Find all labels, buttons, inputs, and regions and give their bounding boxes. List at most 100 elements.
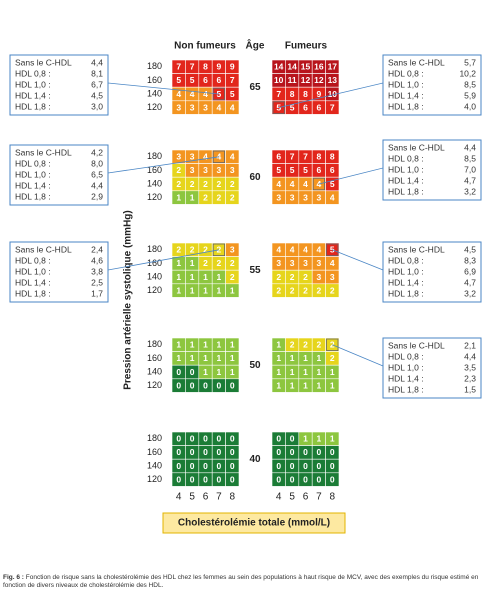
risk-value: 2 (176, 179, 181, 189)
risk-value: 6 (330, 165, 335, 175)
risk-value: 0 (303, 461, 308, 471)
highlight-cell (212, 87, 225, 101)
risk-value: 3 (303, 192, 308, 202)
risk-value: 4 (330, 258, 335, 268)
x-label-box (162, 512, 346, 534)
risk-value: 2 (217, 245, 222, 255)
risk-cell (325, 472, 340, 487)
risk-value: 0 (176, 367, 181, 377)
callout-label: Sans le C-HDL (388, 57, 445, 67)
risk-value: 3 (317, 258, 322, 268)
risk-value: 5 (290, 102, 295, 112)
risk-value: 4 (230, 152, 235, 162)
risk-value: 4 (303, 245, 308, 255)
risk-value: 4 (303, 179, 308, 189)
callout-label: HDL 0,8 : (388, 255, 424, 265)
callout-value: 3,8 (91, 266, 103, 276)
risk-value: 1 (317, 367, 322, 377)
risk-value: 0 (190, 434, 195, 444)
x-axis-label: Cholestérolémie totale (mmol/L) (178, 518, 330, 529)
risk-value: 8 (290, 89, 295, 99)
risk-value: 0 (217, 434, 222, 444)
risk-value: 0 (330, 447, 335, 457)
risk-value: 5 (217, 89, 222, 99)
callout-value: 8,0 (91, 158, 103, 168)
risk-value: 1 (203, 340, 208, 350)
risk-value: 3 (303, 258, 308, 268)
risk-value: 0 (176, 434, 181, 444)
risk-value: 6 (276, 152, 281, 162)
risk-value: 9 (230, 62, 235, 72)
risk-cell (325, 283, 340, 298)
callout-label: HDL 1,0 : (388, 362, 424, 372)
caption-text: Fonction de risque sans la cholestérolém… (3, 574, 479, 589)
callout-line (332, 344, 384, 367)
callout-value: 2,9 (91, 191, 103, 201)
risk-chart: Non fumeurs Âge Fumeurs Pression artérie… (9, 39, 482, 534)
callout-value: 4,4 (91, 57, 103, 67)
risk-value: 6 (203, 75, 208, 85)
risk-value: 1 (203, 353, 208, 363)
risk-value: 0 (276, 474, 281, 484)
risk-value: 17 (328, 62, 338, 72)
risk-value: 1 (290, 380, 295, 390)
callout-line (318, 167, 384, 185)
risk-value: 7 (176, 62, 181, 72)
age-label: 50 (249, 360, 261, 371)
risk-value: 0 (317, 461, 322, 471)
callout-label: HDL 1,4 : (388, 175, 424, 185)
callout-label: HDL 1,0 : (15, 79, 51, 89)
callout-value: 6,5 (91, 169, 103, 179)
risk-value: 1 (276, 340, 281, 350)
callout-value: 4,6 (91, 255, 103, 265)
risk-value: 0 (203, 474, 208, 484)
risk-value: 0 (217, 380, 222, 390)
risk-value: 0 (190, 367, 195, 377)
risk-value: 3 (203, 102, 208, 112)
risk-value: 1 (190, 192, 195, 202)
risk-value: 1 (303, 353, 308, 363)
risk-value: 1 (303, 380, 308, 390)
risk-value: 1 (290, 367, 295, 377)
risk-value: 3 (276, 258, 281, 268)
risk-value: 7 (330, 102, 335, 112)
risk-value: 3 (217, 165, 222, 175)
risk-value: 3 (230, 165, 235, 175)
risk-value: 0 (203, 380, 208, 390)
risk-value: 14 (287, 62, 297, 72)
risk-value: 1 (176, 340, 181, 350)
risk-value: 5 (330, 179, 335, 189)
risk-value: 2 (317, 285, 322, 295)
cholesterol-label: 7 (216, 492, 222, 503)
callout-label: Sans le C-HDL (388, 340, 445, 350)
risk-value: 2 (290, 340, 295, 350)
risk-value: 1 (190, 258, 195, 268)
risk-value: 6 (217, 75, 222, 85)
callout-value: 4,7 (464, 277, 476, 287)
age-label: 65 (249, 82, 261, 93)
sbp-label: 160 (147, 165, 162, 175)
risk-value: 5 (303, 165, 308, 175)
cholesterol-label: 7 (316, 492, 322, 503)
risk-value: 3 (276, 192, 281, 202)
risk-value: 10 (274, 75, 284, 85)
callout-label: HDL 0,8 : (15, 158, 51, 168)
risk-value: 2 (330, 353, 335, 363)
risk-value: 16 (314, 62, 324, 72)
risk-value: 2 (330, 285, 335, 295)
risk-value: 1 (190, 285, 195, 295)
risk-value: 2 (230, 192, 235, 202)
risk-value: 15 (301, 62, 311, 72)
risk-value: 0 (290, 461, 295, 471)
risk-value: 13 (328, 75, 338, 85)
risk-value: 4 (230, 102, 235, 112)
risk-value: 2 (217, 179, 222, 189)
callout-value: 2,1 (464, 340, 476, 350)
risk-value: 1 (217, 353, 222, 363)
callout-label: HDL 1,0 : (388, 79, 424, 89)
risk-value: 0 (217, 474, 222, 484)
risk-value: 2 (203, 179, 208, 189)
callout-box (382, 54, 482, 116)
risk-value: 4 (203, 152, 208, 162)
risk-value: 6 (303, 102, 308, 112)
